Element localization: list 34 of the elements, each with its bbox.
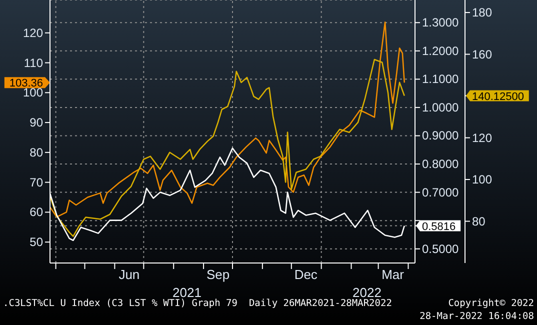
line-series — [50, 21, 406, 218]
y-tick-label: 1.2000 — [422, 44, 460, 58]
y-tick-label: 1.1000 — [422, 72, 460, 86]
y2-tick-label: 90 — [30, 116, 44, 130]
y3-tick-label: 80 — [472, 214, 486, 228]
y-tick-label: 0.5000 — [422, 242, 460, 256]
y2-tick-label: 50 — [30, 235, 44, 250]
y-tick-label: 0.8000 — [422, 157, 460, 172]
y2-tick-label: 70 — [30, 175, 44, 190]
text: 2021 — [172, 285, 202, 300]
y2-tick-label: 110 — [24, 56, 44, 70]
y2-tick-label: 100 — [22, 86, 44, 100]
y3-tick-label: 160 — [472, 47, 492, 62]
text: .C3LST%CL U Index (C3 LST % WTI) Graph 79 Daily 26MAR2021-28MAR2022 — [3, 298, 392, 309]
y-tick-label: 0.9000 — [422, 128, 460, 143]
text: Copyright© 2022 — [448, 298, 534, 309]
y-tick-label: 0.7000 — [422, 185, 460, 200]
x-tick-label: Jun — [118, 267, 140, 282]
y-tick-label: 1.3000 — [422, 16, 460, 30]
text: 2022 — [352, 285, 382, 300]
x-tick-label: Mar — [382, 267, 405, 282]
y2-tick-label: 80 — [30, 145, 44, 160]
y3-tick-label: 100 — [472, 172, 492, 187]
line-series — [50, 58, 406, 237]
y3-tick-label: 140.12500 — [472, 90, 524, 103]
y2-tick-label: 120 — [22, 26, 44, 40]
text: 28-Mar-2022 16:04:08 — [420, 311, 534, 322]
x-tick-label: Sep — [206, 267, 230, 282]
y-tick-label: 0.5816 — [422, 220, 456, 233]
y-tick-label: 1.0000 — [422, 100, 460, 114]
y3-tick-label: 120 — [472, 130, 492, 145]
y2-tick-label: 60 — [30, 205, 44, 220]
x-tick-label: Dec — [294, 267, 318, 282]
y3-tick-label: 180 — [472, 6, 492, 20]
